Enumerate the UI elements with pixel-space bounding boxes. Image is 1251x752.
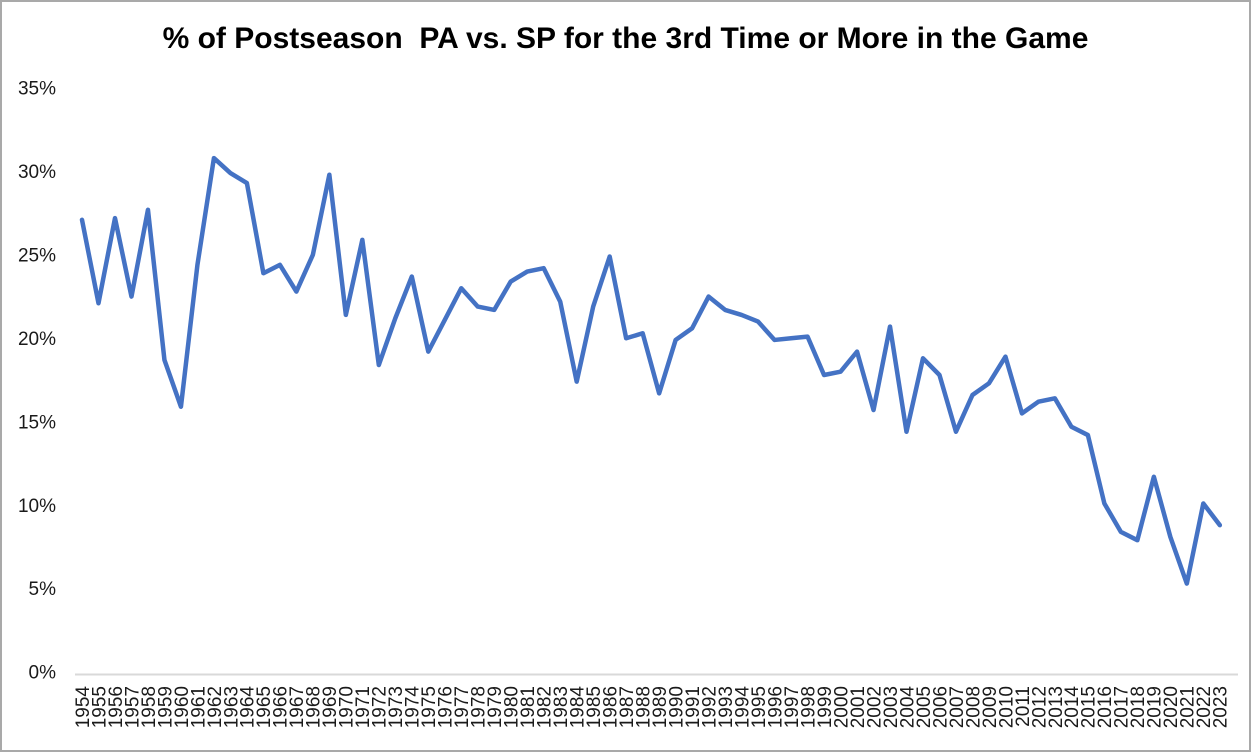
- x-tick-label: 1957: [122, 686, 143, 728]
- x-tick-label: 1974: [403, 686, 424, 729]
- x-tick-label: 2012: [1029, 686, 1050, 728]
- y-tick-label: 15%: [18, 412, 56, 433]
- x-tick-label: 2015: [1079, 686, 1100, 728]
- x-tick-label: 1964: [238, 686, 259, 729]
- x-tick-label: 1968: [304, 686, 325, 728]
- x-tick-label: 1990: [666, 686, 687, 728]
- x-tick-label: 1967: [287, 686, 308, 728]
- x-tick-label: 1963: [221, 686, 242, 728]
- x-tick-label: 1998: [798, 686, 819, 728]
- x-tick-label: 1956: [106, 686, 127, 728]
- x-tick-label: 2008: [963, 686, 984, 728]
- x-tick-label: 1999: [815, 686, 836, 728]
- x-tick-label: 1989: [650, 686, 671, 728]
- x-tick-label: 1961: [188, 686, 209, 728]
- x-tick-label: 2020: [1161, 686, 1182, 728]
- x-tick-label: 1972: [370, 686, 391, 728]
- x-tick-label: 2010: [996, 686, 1017, 728]
- x-tick-label: 2000: [831, 686, 852, 728]
- x-tick-label: 2005: [914, 686, 935, 728]
- x-tick-label: 1985: [584, 686, 605, 728]
- x-tick-label: 2016: [1095, 686, 1116, 728]
- x-tick-label: 1992: [699, 686, 720, 728]
- x-tick-label: 1979: [485, 686, 506, 728]
- x-tick-label: 2007: [947, 686, 968, 728]
- y-tick-label: 35%: [18, 79, 56, 100]
- x-tick-label: 2011: [1013, 686, 1034, 727]
- x-tick-label: 1978: [469, 686, 490, 728]
- y-tick-label: 25%: [18, 246, 56, 267]
- x-tick-label: 1971: [353, 686, 374, 728]
- x-tick-label: 2017: [1112, 686, 1133, 728]
- x-tick-label: 1986: [601, 686, 622, 728]
- y-tick-label: 10%: [18, 496, 56, 517]
- x-tick-label: 1981: [518, 686, 539, 728]
- x-tick-label: 1995: [749, 686, 770, 728]
- y-tick-label: 0%: [29, 663, 57, 684]
- x-tick-label: 1983: [551, 686, 572, 728]
- x-tick-label: 1991: [683, 686, 704, 728]
- x-tick-label: 1996: [765, 686, 786, 728]
- x-tick-label: 1994: [732, 686, 753, 729]
- x-tick-label: 2014: [1062, 686, 1083, 729]
- x-tick-label: 1970: [337, 686, 358, 728]
- y-tick-label: 20%: [18, 329, 56, 350]
- x-tick-label: 1954: [73, 686, 94, 729]
- x-tick-label: 2004: [897, 686, 918, 729]
- x-tick-label: 1980: [502, 686, 523, 728]
- x-tick-label: 1975: [419, 686, 440, 728]
- x-tick-label: 1988: [634, 686, 655, 728]
- x-tick-label: 2019: [1145, 686, 1166, 728]
- x-tick-label: 2013: [1046, 686, 1067, 728]
- y-tick-label: 5%: [29, 579, 57, 600]
- y-tick-label: 30%: [18, 162, 56, 183]
- x-tick-label: 1984: [568, 686, 589, 729]
- x-tick-label: 1987: [617, 686, 638, 728]
- x-tick-label: 2018: [1128, 686, 1149, 728]
- x-tick-label: 1955: [89, 686, 110, 728]
- x-tick-label: 1977: [452, 686, 473, 728]
- x-tick-label: 2022: [1194, 686, 1215, 728]
- x-tick-label: 2009: [980, 686, 1001, 728]
- x-tick-label: 2002: [864, 686, 885, 728]
- x-tick-label: 1993: [716, 686, 737, 728]
- x-tick-label: 2006: [930, 686, 951, 728]
- chart-title: % of Postseason PA vs. SP for the 3rd Ti…: [162, 22, 1089, 55]
- x-tick-label: 1958: [139, 686, 160, 728]
- x-tick-label: 2021: [1178, 686, 1199, 728]
- x-tick-label: 1976: [436, 686, 457, 728]
- x-tick-label: 1960: [172, 686, 193, 728]
- x-tick-label: 2003: [881, 686, 902, 728]
- x-tick-label: 2023: [1211, 686, 1232, 728]
- x-tick-label: 2001: [848, 686, 869, 728]
- x-tick-label: 1962: [205, 686, 226, 728]
- x-tick-label: 1969: [320, 686, 341, 728]
- x-tick-label: 1966: [271, 686, 292, 728]
- x-tick-label: 1965: [254, 686, 275, 728]
- x-tick-label: 1997: [782, 686, 803, 728]
- x-tick-label: 1959: [155, 686, 176, 728]
- series-line: [79, 155, 1223, 586]
- x-tick-label: 1973: [386, 686, 407, 728]
- x-tick-label: 1982: [535, 686, 556, 728]
